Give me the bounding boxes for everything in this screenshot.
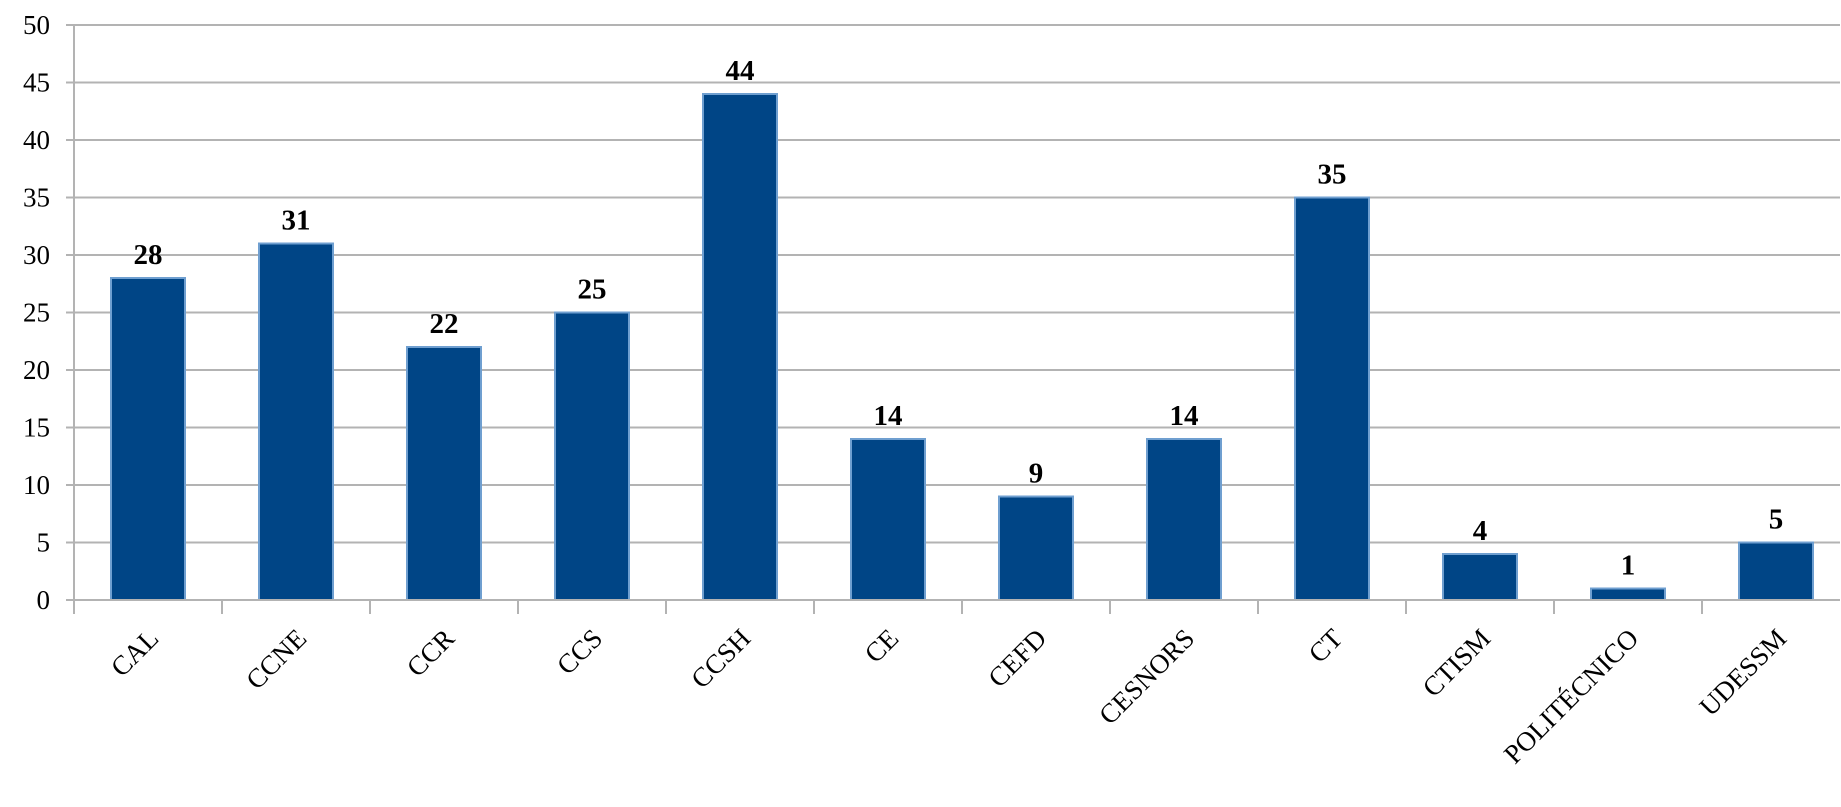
x-axis-tick-labels: CAL CCNE CCR CCS CCSH CE CEFD CESNORS CT CTISM POL…: [105, 623, 1792, 770]
y-axis-tick-labels: 0 5 10 15 20 25 30 35 40 45 50: [23, 10, 50, 615]
y-tick-label-20: 20: [23, 355, 50, 385]
data-label-udessm: 5: [1769, 504, 1784, 536]
bar-ctism: [1442, 553, 1518, 601]
x-tick-label-cal: CAL: [105, 623, 164, 682]
y-tick-label-40: 40: [23, 125, 50, 155]
x-tick-label-ccs: CCS: [551, 623, 608, 680]
x-tick-label-politécnico: POLITÉCNICO: [1498, 623, 1644, 769]
x-tick-label-ctism: CTISM: [1417, 623, 1497, 703]
x-tick-label-ct: CT: [1303, 623, 1349, 669]
data-labels: 28 31 22 25 44 14 9 14 35 4 1 5: [134, 55, 1784, 582]
data-label-ccs: 25: [578, 274, 607, 306]
y-tick-label-5: 5: [37, 528, 51, 558]
bar-ccne: [258, 242, 334, 601]
bar-udessm: [1738, 541, 1814, 601]
data-label-ccsh: 44: [726, 55, 755, 87]
bar-cefd: [998, 495, 1074, 601]
y-tick-label-50: 50: [23, 10, 50, 40]
bar-ccr: [406, 346, 482, 601]
y-tick-label-35: 35: [23, 183, 50, 213]
y-tick-label-45: 45: [23, 68, 50, 98]
x-tick-label-ccr: CCR: [401, 623, 460, 682]
y-tick-label-10: 10: [23, 470, 50, 500]
data-label-ccne: 31: [282, 205, 311, 237]
bar-ccs: [554, 311, 630, 601]
bars: [110, 93, 1814, 601]
data-label-cal: 28: [134, 239, 163, 271]
data-label-ct: 35: [1318, 159, 1347, 191]
y-tick-label-15: 15: [23, 413, 50, 443]
bar-ccsh: [702, 93, 778, 601]
data-label-cesnors: 14: [1170, 400, 1199, 432]
x-tick-label-ce: CE: [859, 623, 905, 669]
data-label-ce: 14: [874, 400, 903, 432]
bar-ce: [850, 438, 926, 601]
bar-politécnico: [1590, 587, 1666, 601]
x-tick-label-cesnors: CESNORS: [1093, 623, 1200, 730]
y-tick-label-25: 25: [23, 298, 50, 328]
x-tick-label-cefd: CEFD: [982, 623, 1052, 693]
bar-cesnors: [1146, 438, 1222, 601]
y-tick-label-0: 0: [37, 585, 51, 615]
bar-cal: [110, 277, 186, 601]
bar-ct: [1294, 196, 1370, 601]
data-label-politécnico: 1: [1621, 550, 1636, 582]
data-label-ccr: 22: [430, 308, 459, 340]
x-tick-label-ccne: CCNE: [240, 623, 312, 695]
x-tick-label-udessm: UDESSM: [1694, 623, 1793, 722]
axes: [66, 24, 1840, 614]
gridlines: [74, 24, 1840, 544]
data-label-ctism: 4: [1473, 515, 1488, 547]
x-tick-label-ccsh: CCSH: [685, 623, 756, 694]
y-tick-label-30: 30: [23, 240, 50, 270]
data-label-cefd: 9: [1029, 458, 1044, 490]
